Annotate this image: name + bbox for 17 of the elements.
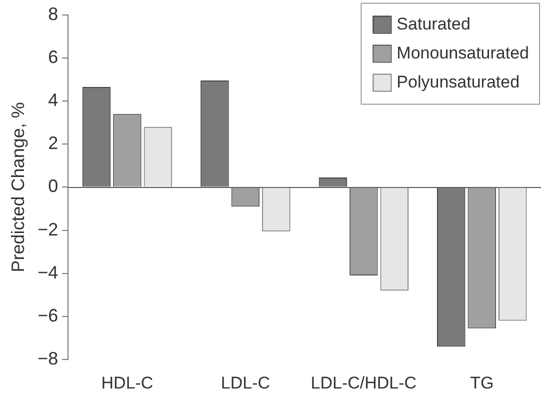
y-tick-label: −6 xyxy=(38,305,58,326)
y-tick-label: 2 xyxy=(48,133,58,154)
legend-label: Polyunsaturated xyxy=(396,72,520,92)
y-tick-label: 0 xyxy=(48,176,58,196)
y-tick-label: −2 xyxy=(38,219,58,240)
legend-label: Saturated xyxy=(396,14,470,34)
x-tick-label: LDL-C xyxy=(220,373,270,392)
y-tick-label: −8 xyxy=(38,348,58,369)
x-tick-label: TG xyxy=(470,373,494,392)
x-tick-label: HDL-C xyxy=(101,373,154,392)
y-tick-label: 6 xyxy=(48,46,58,67)
y-tick-label: 4 xyxy=(48,90,58,110)
x-tick-label: LDL-C/HDL-C xyxy=(310,373,417,392)
y-tick-label: 8 xyxy=(48,4,58,24)
legend-label: Monounsaturated xyxy=(396,43,530,62)
y-tick-label: −4 xyxy=(38,262,58,282)
y-axis-title: Predicted Change, % xyxy=(8,102,28,272)
